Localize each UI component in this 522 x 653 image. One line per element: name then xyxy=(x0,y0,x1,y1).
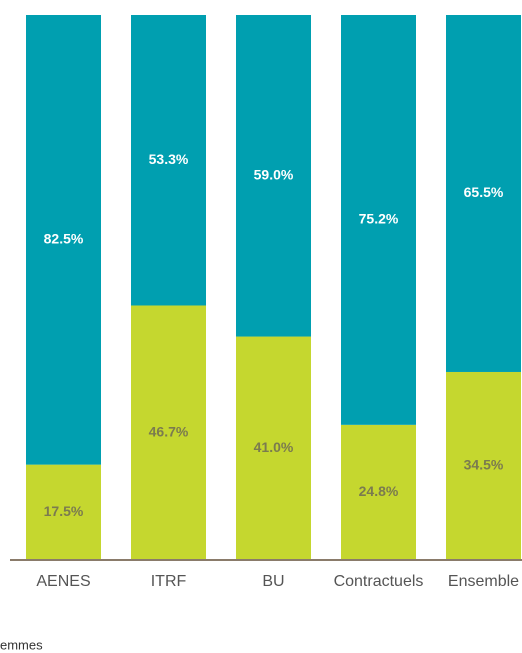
x-tick-label: AENES xyxy=(36,573,90,590)
x-tick-label: Ensemble xyxy=(448,573,519,590)
bar-segment xyxy=(131,15,206,306)
data-label: 75.2% xyxy=(359,211,399,227)
bar-segment xyxy=(26,464,101,560)
bar-segment xyxy=(26,15,101,465)
bar-segment xyxy=(131,305,206,560)
bar-segment xyxy=(446,371,521,560)
data-label: 82.5% xyxy=(44,231,84,247)
data-label: 53.3% xyxy=(149,151,189,167)
bar-segment xyxy=(341,15,416,425)
data-label: 46.7% xyxy=(149,423,189,439)
data-label: 24.8% xyxy=(359,483,399,499)
x-tick-label: ITRF xyxy=(151,573,187,590)
data-label: 65.5% xyxy=(464,184,504,200)
legend-label: emmes xyxy=(0,637,43,652)
bar-segment xyxy=(341,424,416,560)
data-label: 41.0% xyxy=(254,439,294,455)
x-tick-label: Contractuels xyxy=(334,573,424,590)
data-label: 17.5% xyxy=(44,503,84,519)
data-label: 34.5% xyxy=(464,457,504,473)
x-tick-label: BU xyxy=(262,573,284,590)
bar-segment xyxy=(446,15,521,372)
bar-segment xyxy=(236,336,311,560)
bar-segment xyxy=(236,15,311,337)
data-label: 59.0% xyxy=(254,166,294,182)
